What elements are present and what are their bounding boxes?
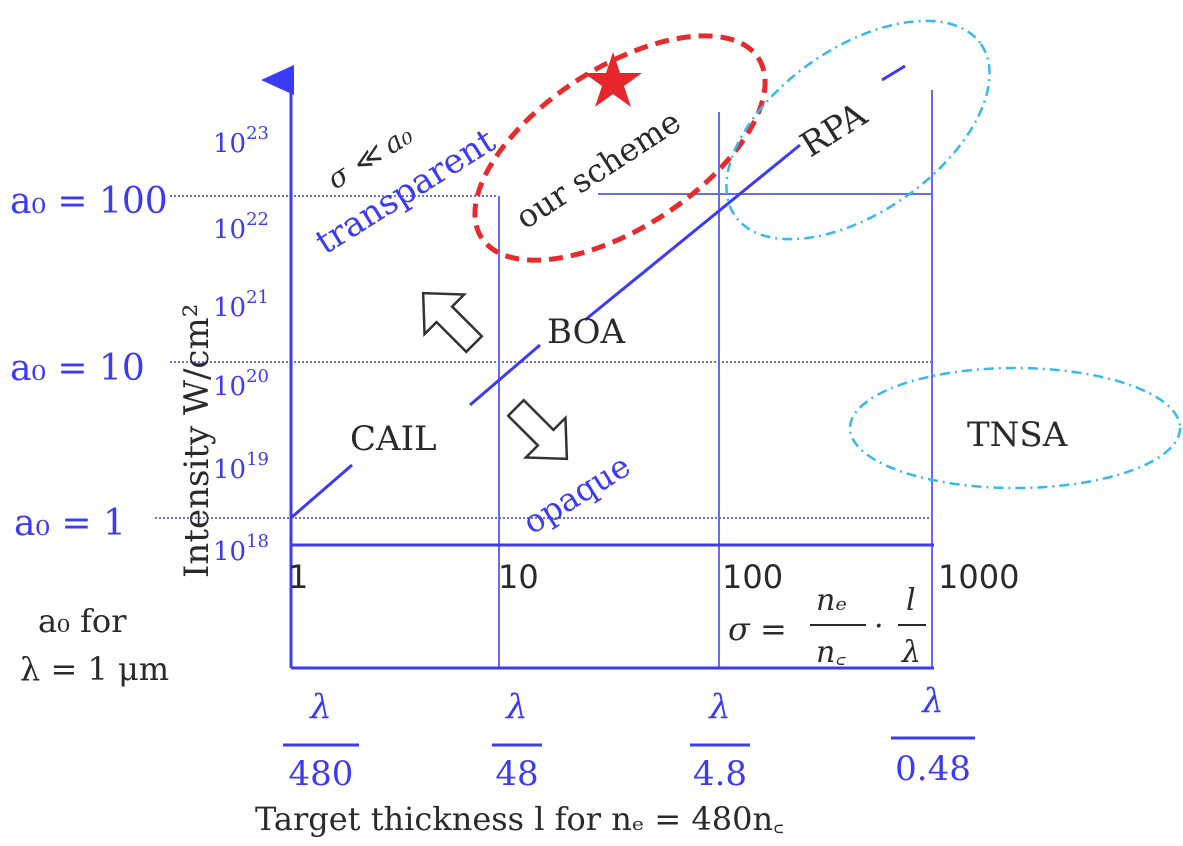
a0-100-label: a₀ = 100 [10, 181, 168, 222]
tnsa-label: TNSA [967, 415, 1068, 455]
y-tick-label: 1018 [213, 531, 269, 567]
y-tick-label: 1021 [213, 287, 269, 323]
a0-1-label: a₀ = 1 [14, 503, 126, 544]
sigma-den1: n꜀ [816, 635, 846, 670]
opaque-label: opaque [516, 447, 637, 542]
a0-10-label: a₀ = 10 [10, 348, 145, 389]
arrow-up-left-icon [421, 291, 484, 354]
y-tick-label: 1023 [213, 123, 269, 159]
thickness-numerator: λ [504, 687, 528, 727]
sigma-den2: λ [901, 635, 921, 670]
y-axis-label: Intensity W/cm² [177, 304, 217, 578]
x-tick-label: 10 [498, 558, 539, 596]
x-tick-label: 100 [722, 558, 783, 596]
our-scheme-ellipse [472, 33, 768, 263]
sigma-num1: nₑ [816, 583, 847, 618]
a0-note-line2: λ = 1 μm [20, 650, 169, 688]
thickness-denominator: 0.48 [895, 749, 971, 789]
y-tick-label: 1020 [213, 366, 269, 402]
y-tick-label: 1022 [213, 209, 269, 245]
sigma-lhs: σ = [728, 610, 787, 648]
diagonal-seg-3 [584, 143, 801, 322]
thickness-numerator: λ [707, 687, 731, 727]
arrow-down-right-icon [506, 398, 569, 461]
cail-label: CAIL [350, 419, 437, 459]
thickness-numerator: λ [920, 681, 944, 721]
thickness-denominator: 4.8 [693, 754, 747, 794]
y-tick-label: 1019 [213, 449, 269, 485]
x-axis-label: Target thickness l for nₑ = 480n꜀ [255, 800, 784, 838]
x-tick-label: 1 [288, 558, 308, 596]
sigma-formula: σ = nₑ n꜀ · l λ [728, 583, 926, 670]
diagonal-seg-2 [469, 343, 541, 407]
diagonal-seg-4 [881, 64, 906, 82]
a0-note-line1: a₀ for [38, 602, 127, 640]
sigma-num2: l [906, 583, 916, 618]
star-icon [584, 52, 642, 107]
tnsa-ellipse [848, 366, 1182, 490]
x-tick-label: 1000 [938, 558, 1019, 596]
sigma-dot: · [874, 609, 884, 644]
thickness-denominator: 48 [495, 754, 538, 794]
thickness-denominator: 480 [289, 754, 354, 794]
diagonal-seg-1 [291, 463, 353, 519]
rpa-ellipse [725, 19, 991, 241]
thickness-numerator: λ [308, 687, 332, 727]
boa-label: BOA [547, 312, 625, 352]
rpa-label: RPA [794, 94, 875, 165]
